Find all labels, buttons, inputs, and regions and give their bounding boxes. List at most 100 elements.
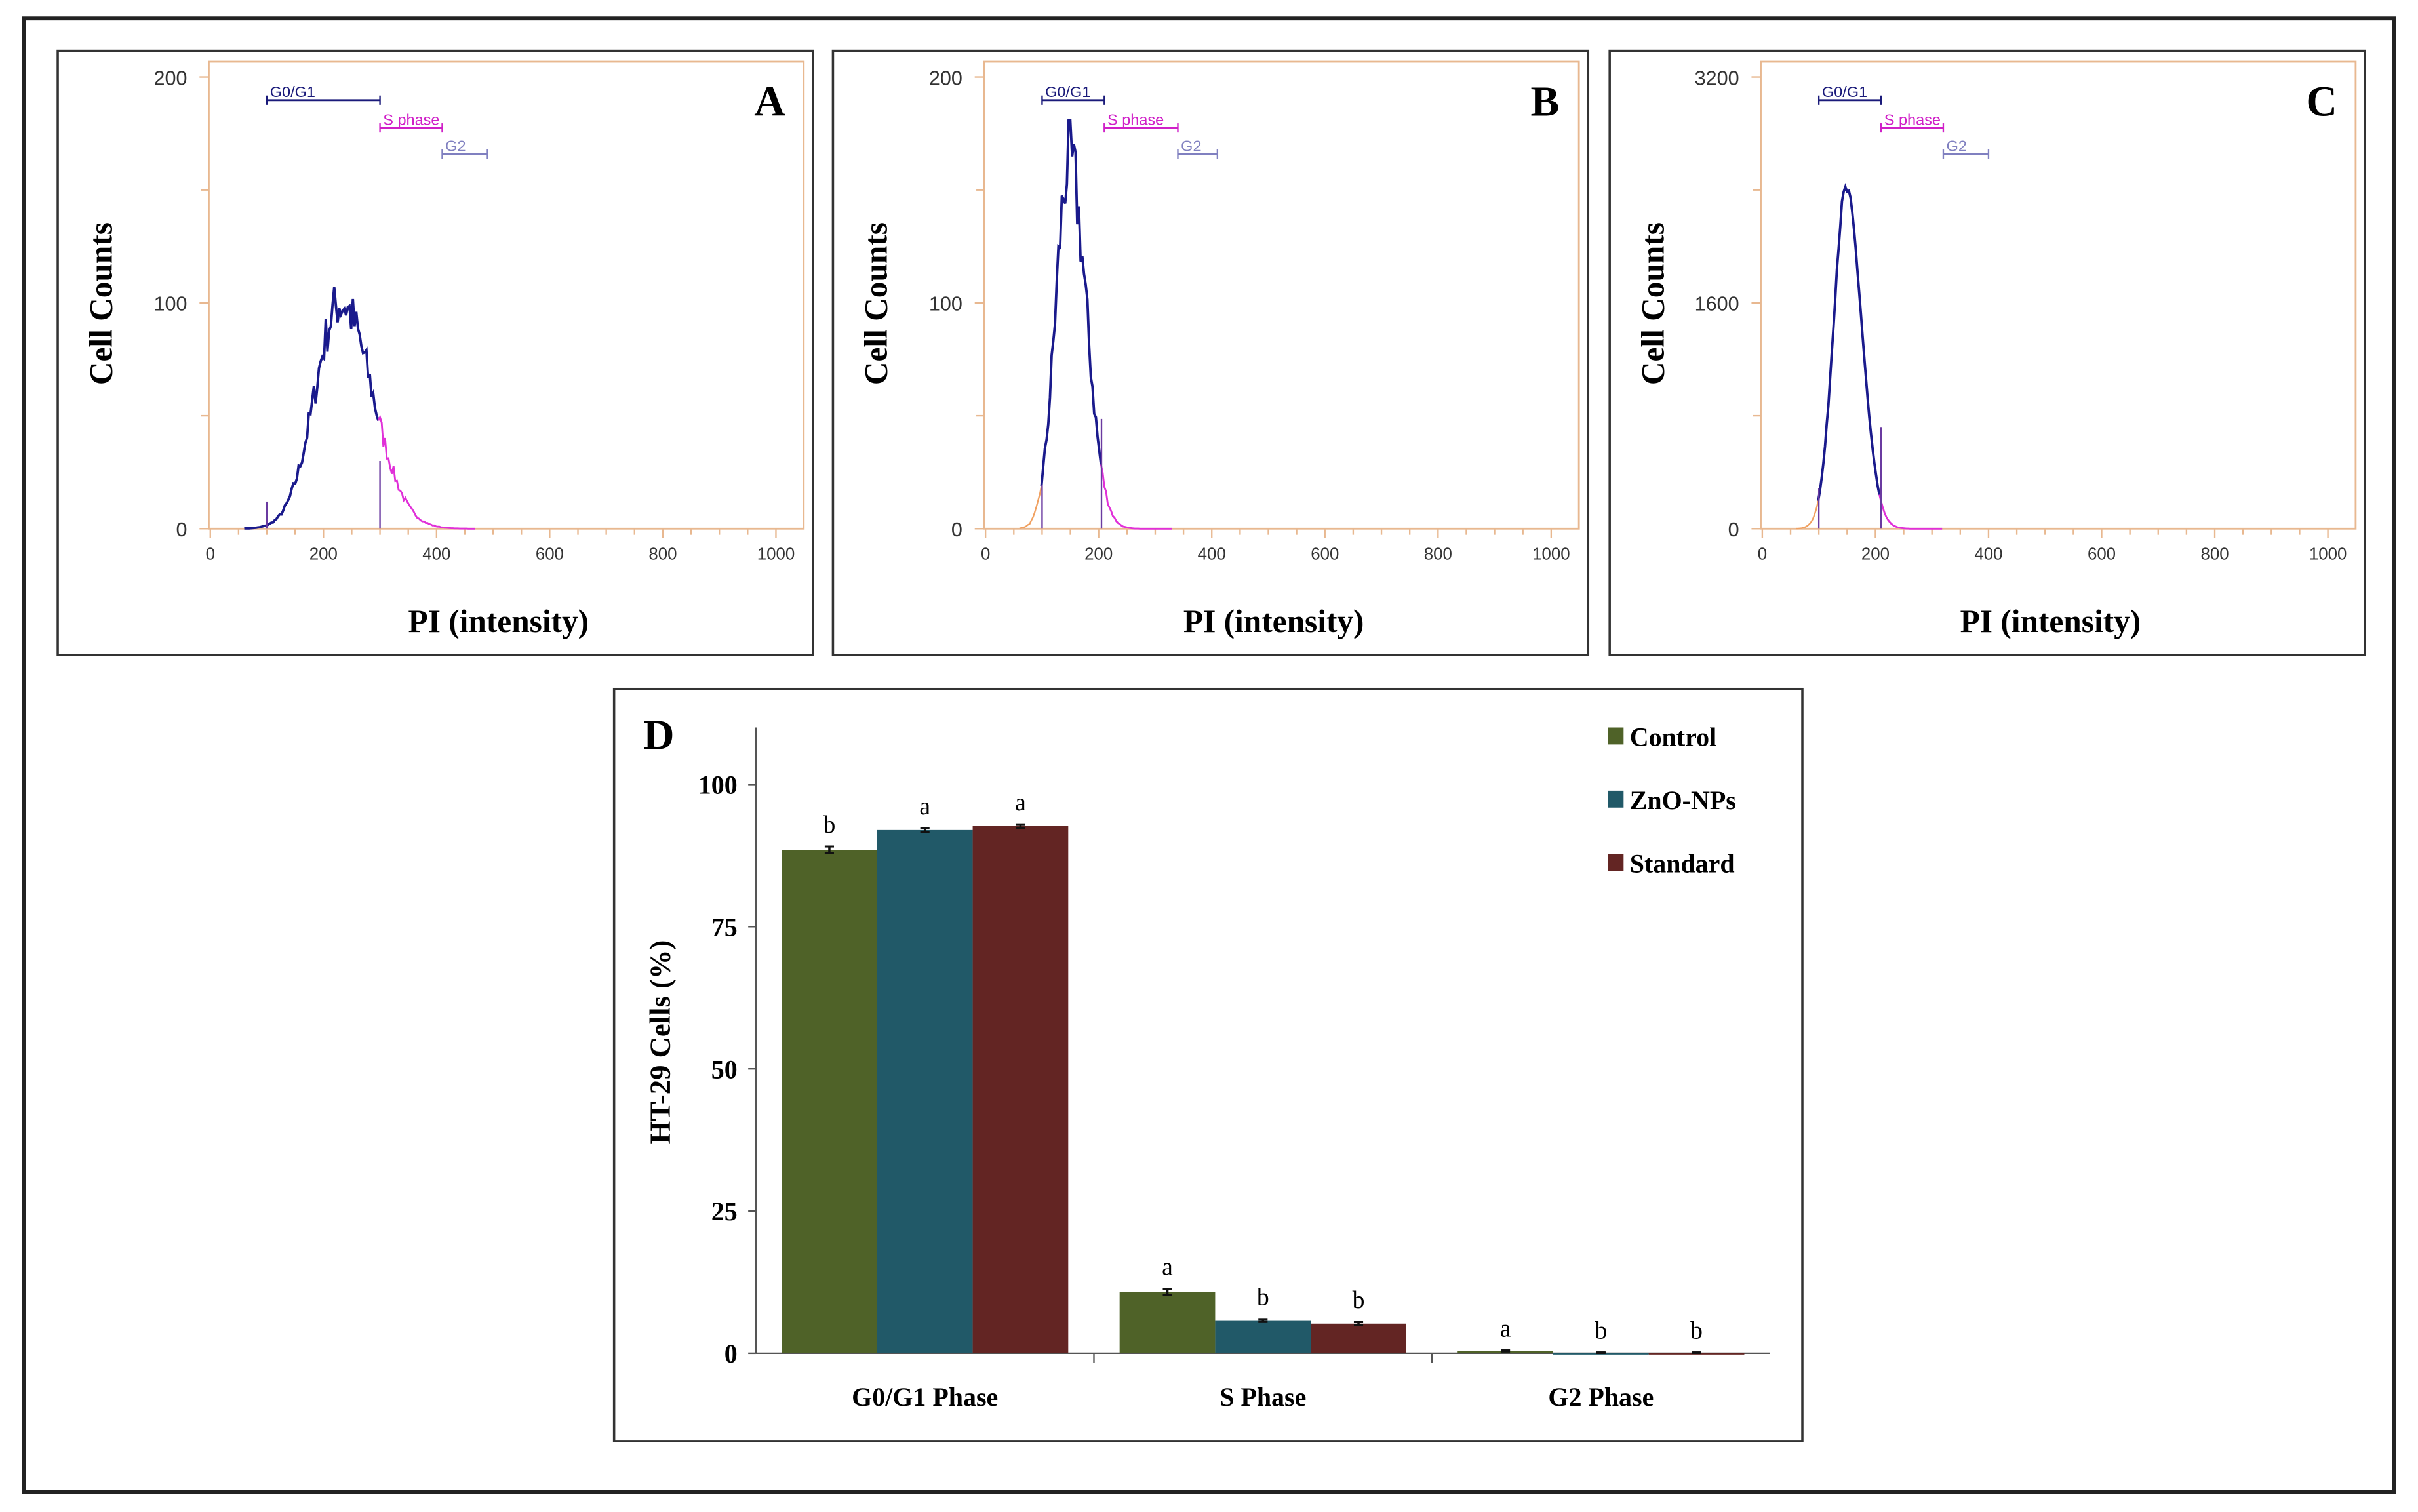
gate-marker-g2: G2 — [441, 137, 488, 159]
y-tick-label: 100 — [929, 293, 962, 315]
y-tick-label: 100 — [698, 770, 738, 800]
gate-label: S phase — [1884, 111, 1941, 128]
y-tick-label: 0 — [1728, 519, 1739, 541]
y-axis-title: Cell Counts — [858, 222, 894, 385]
legend-label: Control — [1630, 723, 1716, 752]
y-tick-label: 0 — [176, 519, 188, 541]
gate-marker-g0-g1: G0/G1 — [1041, 83, 1105, 105]
gate-label: S phase — [1107, 111, 1164, 128]
x-tick-label: 400 — [422, 545, 450, 563]
significance-letter: b — [1595, 1317, 1607, 1344]
bar-zno-nps-0 — [877, 829, 973, 1353]
panel-label: B — [1530, 77, 1559, 125]
gate-label: G0/G1 — [270, 83, 315, 100]
significance-letter: a — [1162, 1254, 1173, 1281]
x-tick-label: 400 — [1974, 545, 2002, 563]
significance-letter: a — [1015, 789, 1026, 816]
x-tick-label: 200 — [1861, 545, 1890, 563]
x-tick-label: 600 — [2088, 545, 2116, 563]
x-tick-label: 1000 — [2309, 545, 2347, 563]
histogram-g0g1-trace — [1817, 183, 1881, 502]
legend-swatch — [1608, 790, 1624, 808]
y-tick-label: 50 — [711, 1054, 738, 1084]
histogram-s-phase-trace — [1100, 464, 1172, 530]
gate-label: G2 — [445, 137, 466, 154]
panel-label: D — [643, 711, 675, 759]
significance-letter: a — [919, 793, 930, 820]
y-tick-label: 200 — [154, 67, 188, 89]
legend-swatch — [1608, 727, 1624, 745]
y-tick-label: 3200 — [1695, 67, 1739, 89]
bar-standard-0 — [972, 826, 1069, 1353]
gate-marker-g0-g1: G0/G1 — [1817, 83, 1882, 105]
y-tick-label: 75 — [711, 912, 738, 942]
panel-border — [56, 49, 814, 656]
panel-label: A — [754, 77, 785, 125]
panel-border — [831, 49, 1590, 656]
panel-label: C — [2306, 77, 2337, 125]
x-tick-label: 1000 — [1532, 545, 1570, 563]
significance-letter: b — [1690, 1317, 1703, 1344]
y-tick-label: 25 — [711, 1197, 738, 1226]
x-axis-title: PI (intensity) — [1960, 603, 2141, 639]
histogram-sub-g1-trace — [1796, 500, 1819, 530]
x-tick-label: 600 — [536, 545, 564, 563]
histogram-panel-a: 0 100 200 0 200 400 600 800 1000 G0/G1 S phase G2 A C… — [56, 49, 814, 656]
gate-marker-g2: G2 — [1942, 137, 1990, 159]
histogram-g0g1-trace — [1040, 119, 1103, 487]
gate-label: G2 — [1947, 137, 1967, 154]
gate-label: G0/G1 — [1045, 83, 1090, 100]
gate-label: S phase — [383, 111, 439, 128]
x-tick-label: 1000 — [757, 545, 795, 563]
bar-zno-nps-1 — [1215, 1320, 1311, 1353]
significance-letter: b — [1257, 1284, 1269, 1311]
y-axis-title: HT-29 Cells (%) — [643, 940, 676, 1144]
significance-letter: a — [1500, 1315, 1511, 1342]
x-axis-title: PI (intensity) — [408, 603, 589, 639]
gate-label: G2 — [1181, 137, 1201, 154]
plot-frame — [983, 60, 1580, 530]
plot-frame — [1760, 60, 2357, 530]
histogram-panel-b: 0 100 200 0 200 400 600 800 1000 G0/G1 S phase G2 B C… — [831, 49, 1590, 656]
histogram-panel-c: 0 1600 3200 0 200 400 600 800 1000 G0/G1 S phase G2… — [1608, 49, 2366, 656]
bar-chart-panel-d: 0 25 50 75 100 G0/G1 Phase b a a S Phase a b b G2 Pha… — [612, 687, 1804, 1442]
x-tick-label: 0 — [1758, 545, 1767, 563]
legend-label: Standard — [1630, 848, 1735, 878]
bar-control-0 — [782, 850, 877, 1353]
bar-control-1 — [1119, 1292, 1216, 1353]
y-tick-label: 200 — [929, 67, 962, 89]
y-tick-label: 100 — [154, 293, 188, 315]
x-tick-label: 800 — [2200, 545, 2229, 563]
gate-marker-s-phase: S phase — [379, 111, 443, 133]
panel-border — [1608, 49, 2366, 656]
x-tick-label: 200 — [1084, 545, 1113, 563]
histogram-sub-g1-trace — [1019, 485, 1042, 529]
y-tick-label: 0 — [724, 1339, 738, 1368]
x-tick-label: 0 — [206, 545, 215, 563]
legend-label: ZnO-NPs — [1630, 786, 1736, 815]
plot-frame — [208, 60, 805, 530]
category-label: G2 Phase — [1548, 1382, 1654, 1412]
histogram-s-phase-trace — [1878, 494, 1943, 530]
bar-standard-1 — [1311, 1323, 1406, 1353]
x-tick-label: 400 — [1198, 545, 1226, 563]
y-axis-title: Cell Counts — [83, 222, 119, 385]
y-axis-title: Cell Counts — [1635, 222, 1671, 385]
significance-letter: b — [823, 811, 836, 839]
x-tick-label: 600 — [1311, 545, 1339, 563]
x-tick-label: 800 — [1424, 545, 1452, 563]
category-label: S Phase — [1219, 1382, 1306, 1412]
gate-marker-g0-g1: G0/G1 — [266, 83, 381, 105]
significance-letter: b — [1353, 1286, 1365, 1314]
x-tick-label: 0 — [981, 545, 990, 563]
y-tick-label: 1600 — [1695, 293, 1739, 315]
y-tick-label: 0 — [951, 519, 962, 541]
histogram-s-phase-trace — [377, 414, 475, 530]
x-axis-title: PI (intensity) — [1183, 603, 1364, 639]
gate-marker-s-phase: S phase — [1880, 111, 1945, 133]
x-tick-label: 800 — [648, 545, 677, 563]
gate-marker-g2: G2 — [1177, 137, 1219, 159]
category-label: G0/G1 Phase — [852, 1382, 998, 1412]
legend-swatch — [1608, 854, 1624, 871]
